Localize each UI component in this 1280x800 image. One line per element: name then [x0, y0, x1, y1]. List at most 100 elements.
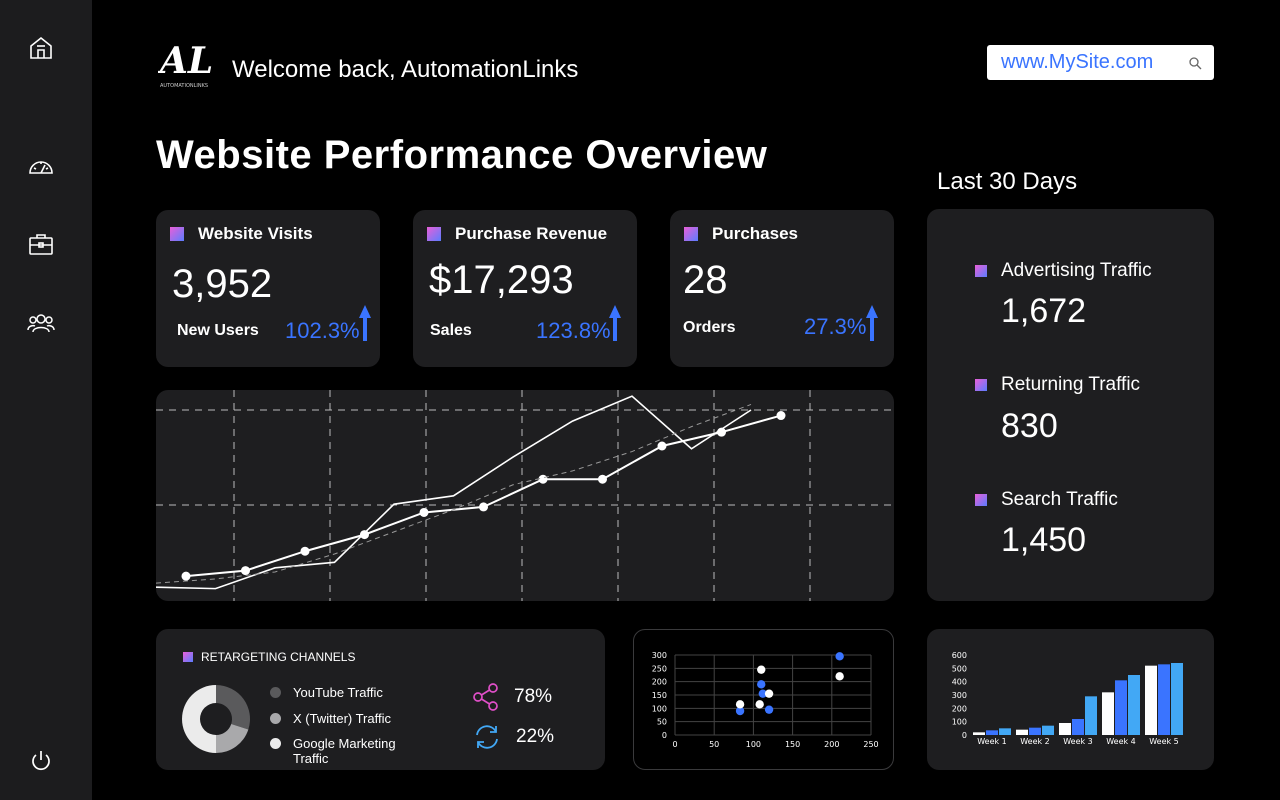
traffic-value: 830 [1001, 407, 1058, 445]
line-chart [156, 390, 894, 601]
retargeting-title: RETARGETING CHANNELS [201, 650, 356, 664]
traffic-marker [975, 265, 987, 277]
scatter-point [735, 706, 745, 716]
users-icon[interactable] [26, 308, 56, 338]
legend-label: X (Twitter) Traffic [293, 711, 391, 726]
y-tick-label: 600 [952, 651, 967, 660]
data-point [657, 441, 667, 451]
traffic-label: Returning Traffic [1001, 374, 1141, 395]
data-point [360, 530, 369, 540]
series-line [156, 395, 752, 590]
kpi-marker [427, 227, 441, 241]
logo-subtext: AUTOMATIONLINKS [160, 83, 208, 89]
y-tick-label: 0 [962, 731, 967, 740]
y-tick-label: 200 [952, 704, 967, 713]
bar [1072, 719, 1084, 735]
kpi-value: $17,293 [429, 258, 574, 302]
legend-item-twitter: X (Twitter) Traffic [270, 711, 391, 726]
data-point [300, 546, 310, 556]
bar [1059, 723, 1071, 735]
traffic-marker [975, 494, 987, 506]
traffic-label: Advertising Traffic [1001, 260, 1152, 281]
scatter-point [764, 705, 774, 714]
welcome-message: Welcome back, AutomationLinks [232, 56, 579, 83]
scatter-point [835, 652, 844, 661]
kpi-change: 27.3% [804, 314, 867, 339]
kpi-sub-label: Sales [430, 322, 472, 339]
bar [999, 728, 1011, 735]
x-tick-label: 100 [746, 740, 761, 749]
bar [1115, 680, 1127, 735]
refresh-icon [476, 725, 498, 749]
home-icon[interactable] [26, 33, 56, 63]
data-point [241, 566, 250, 576]
kpi-change: 102.3% [285, 318, 360, 343]
scatter-point [757, 665, 766, 674]
legend-dot [270, 738, 281, 749]
share-value: 78% [514, 686, 553, 707]
search-icon[interactable] [1188, 56, 1202, 70]
bar-chart: 0 100 200 300 400 500 600 Week 1 Week 2 Week 3 Wee… [952, 651, 1183, 746]
logo: AL AUTOMATIONLINKS [157, 35, 218, 90]
speedometer-icon[interactable] [26, 150, 56, 180]
kpi-card-purchases: Purchases 28 Orders 27.3% [670, 210, 894, 367]
search-value: www.MySite.com [1001, 51, 1154, 73]
y-tick-label: 50 [657, 718, 667, 727]
traffic-value: 1,672 [1001, 292, 1087, 330]
retargeting-card: RETARGETING CHANNELS YouTube Traffic X (… [156, 629, 605, 770]
traffic-marker [975, 379, 987, 391]
y-tick-label: 100 [952, 718, 967, 727]
traffic-label: Search Traffic [1001, 489, 1118, 510]
logo-mark: AL [158, 40, 213, 82]
x-tick-label: Week 5 [1149, 737, 1179, 746]
y-tick-label: 400 [952, 678, 967, 687]
y-tick-label: 300 [952, 691, 967, 700]
x-tick-label: Week 2 [1020, 737, 1050, 746]
data-point [419, 507, 429, 517]
data-point [776, 411, 786, 421]
kpi-marker [170, 227, 184, 241]
traffic-panel: Advertising Traffic 1,672 Returning Traf… [927, 209, 1214, 601]
briefcase-icon[interactable] [26, 229, 56, 259]
power-icon[interactable] [26, 746, 56, 776]
search-input[interactable]: www.MySite.com [987, 45, 1214, 80]
kpi-sub-label: New Users [177, 322, 259, 339]
legend-dot [270, 687, 281, 698]
bar [1128, 675, 1140, 735]
kpi-label: Website Visits [198, 224, 313, 243]
x-tick-label: 0 [672, 740, 677, 749]
donut-chart [182, 685, 250, 753]
scatter-point [757, 680, 766, 689]
kpi-card-purchase-revenue: Purchase Revenue $17,293 Sales 123.8% [413, 210, 637, 367]
legend-item-youtube: YouTube Traffic [270, 685, 383, 700]
refresh-value: 22% [516, 726, 555, 747]
data-point [598, 474, 607, 484]
line-chart-card [156, 390, 894, 601]
y-tick-label: 200 [652, 678, 667, 687]
donut-slice [182, 685, 216, 753]
kpi-value: 28 [683, 258, 728, 302]
kpi-label: Purchase Revenue [455, 224, 608, 243]
kpi-sub-label: Orders [683, 319, 736, 336]
arrow-up-icon [866, 305, 878, 341]
sidebar [0, 0, 92, 800]
refresh-stat: 22% [472, 723, 554, 751]
bar [1158, 664, 1170, 735]
y-tick-label: 100 [652, 704, 667, 713]
legend-dot [270, 713, 281, 724]
x-tick-label: 200 [824, 740, 839, 749]
bar [1029, 727, 1041, 735]
kpi-change: 123.8% [536, 318, 611, 343]
kpi-card-website-visits: Website Visits 3,952 New Users 102.3% [156, 210, 380, 367]
donut-slice [216, 685, 250, 730]
data-point [538, 474, 548, 484]
legend-label: YouTube Traffic [293, 685, 383, 700]
retargeting-marker [183, 652, 193, 662]
y-tick-label: 250 [652, 664, 667, 673]
bar [1085, 696, 1097, 735]
data-point [181, 571, 191, 581]
scatter-point [764, 689, 774, 698]
scatter-chart-card: 0 50 100 150 200 250 0 50 100 150 200 250 300 [633, 629, 894, 770]
x-tick-label: 50 [709, 740, 719, 749]
